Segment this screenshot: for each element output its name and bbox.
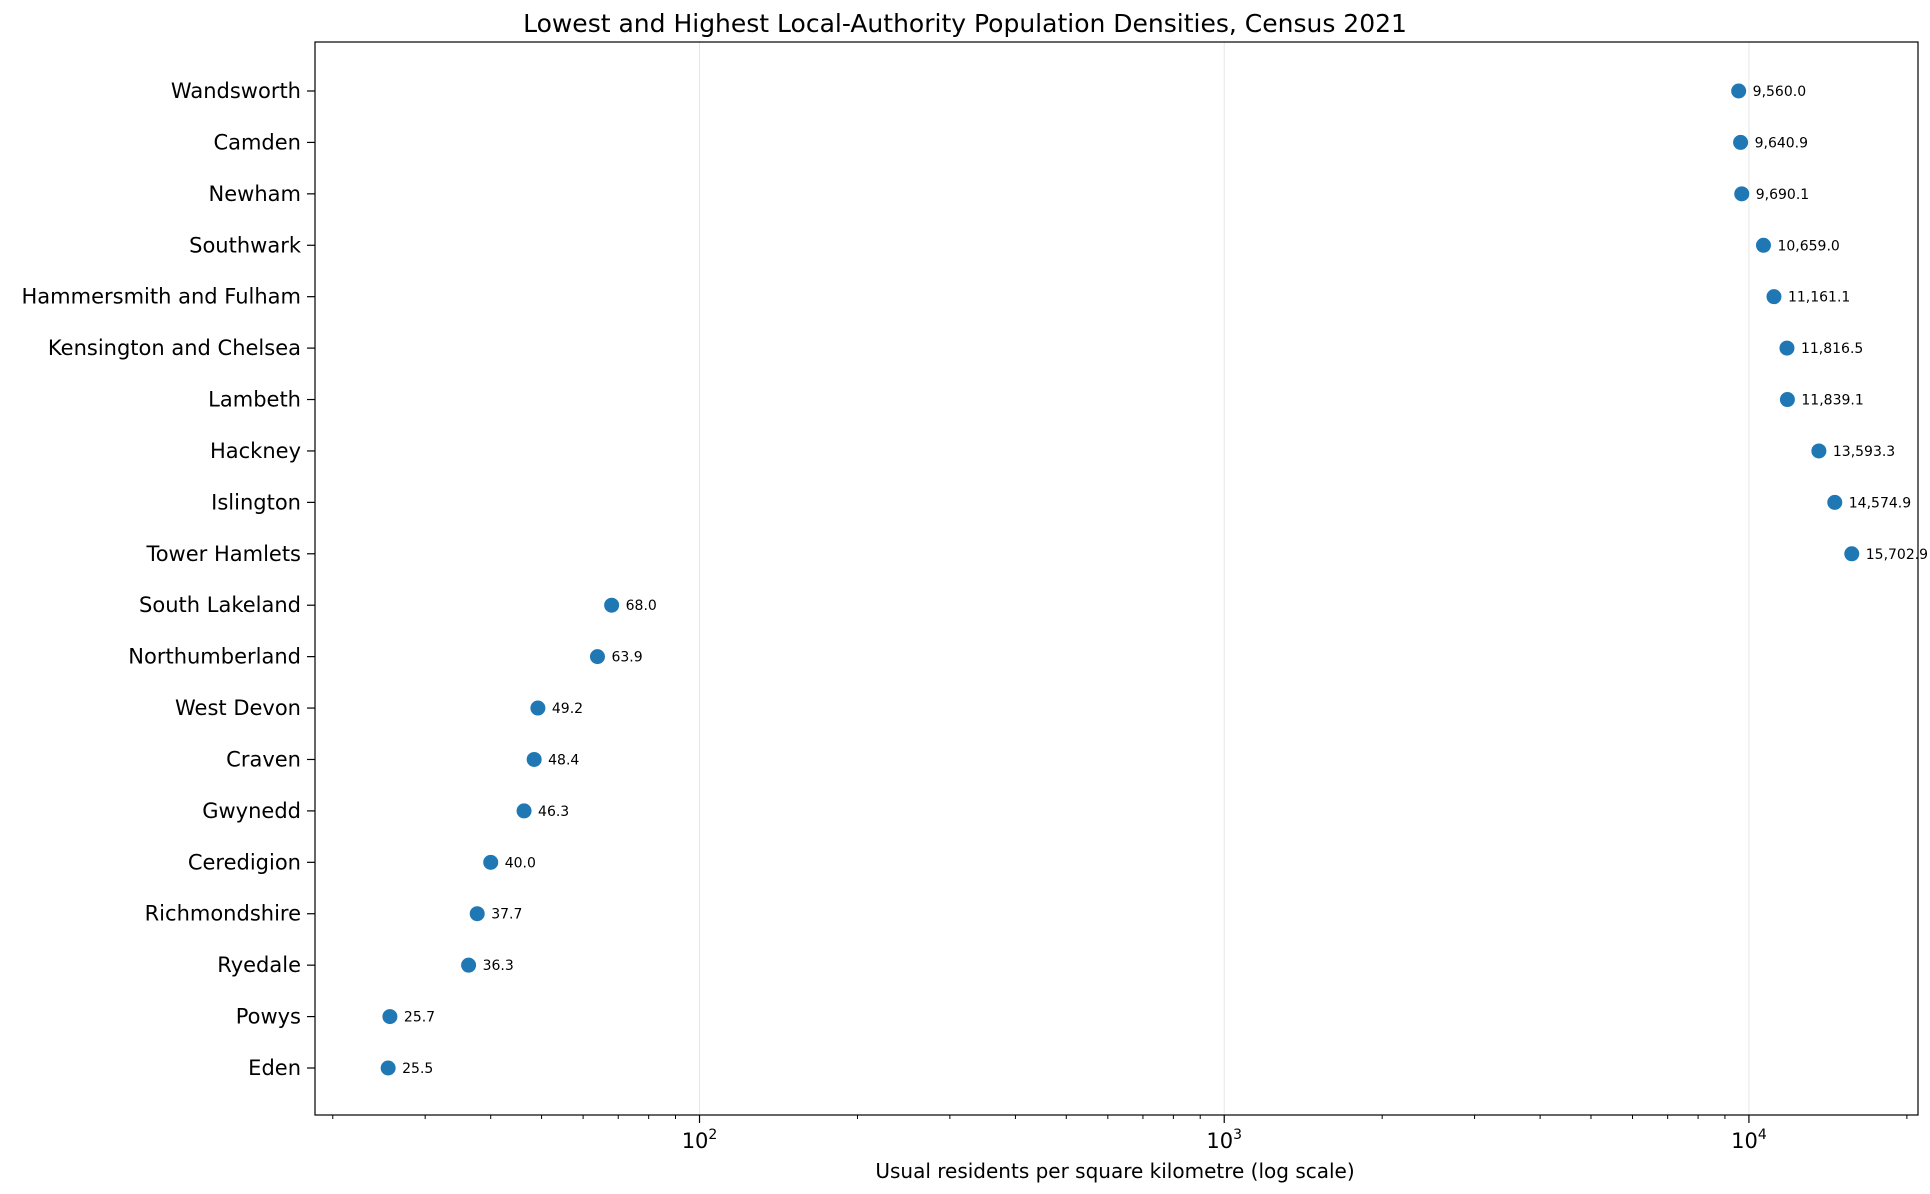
grid-lines (699, 42, 1750, 1115)
data-point (483, 854, 499, 870)
data-value-label: 11,161.1 (1788, 290, 1850, 306)
data-point (589, 649, 605, 665)
data-value-label: 36.3 (483, 958, 514, 974)
data-point (1755, 237, 1771, 253)
y-axis-ticks: Wandsworth Camden Newham Southwark Hammersmi… (22, 79, 315, 1080)
data-value-label: 48.4 (548, 752, 579, 768)
data-value-label: 9,560.0 (1753, 84, 1806, 100)
data-value-label: 14,574.9 (1849, 495, 1911, 511)
data-value-label: 10,659.0 (1777, 238, 1839, 254)
data-value-label: 9,640.9 (1755, 135, 1808, 151)
data-value-label: 11,816.5 (1801, 341, 1863, 357)
data-point (461, 957, 477, 973)
y-category-label: Tower Hamlets (145, 542, 301, 566)
data-point (1731, 83, 1747, 99)
y-category-label: Northumberland (128, 645, 301, 669)
data-value-label: 15,702.9 (1866, 547, 1928, 563)
data-value-label: 25.7 (404, 1010, 435, 1026)
y-category-label: Eden (248, 1056, 301, 1080)
data-point (382, 1009, 398, 1025)
y-category-label: South Lakeland (139, 593, 301, 617)
y-category-label: Lambeth (208, 388, 301, 412)
chart-title: Lowest and Highest Local-Authority Popul… (523, 9, 1407, 38)
y-category-label: Southwark (189, 233, 302, 257)
y-category-label: West Devon (175, 696, 301, 720)
y-category-label: Wandsworth (171, 79, 301, 103)
data-point (526, 751, 542, 767)
x-tick-label: 103 (1206, 1127, 1242, 1153)
y-category-label: Camden (213, 130, 301, 154)
data-value-label: 68.0 (626, 598, 657, 614)
data-point (604, 597, 620, 613)
data-point (516, 803, 532, 819)
data-value-label: 63.9 (611, 650, 642, 666)
y-category-label: Kensington and Chelsea (48, 336, 301, 360)
data-value-label: 49.2 (552, 701, 583, 717)
y-category-label: Newham (209, 182, 301, 206)
data-point (469, 906, 485, 922)
data-point (1827, 494, 1843, 510)
data-value-label: 46.3 (538, 804, 569, 820)
y-category-label: Craven (226, 747, 301, 771)
x-tick-label: 104 (1731, 1127, 1767, 1153)
data-value-label: 13,593.3 (1833, 444, 1895, 460)
y-category-label: Hammersmith and Fulham (22, 285, 301, 309)
data-value-label: 9,690.1 (1756, 187, 1809, 203)
x-axis-ticks: 102 103 104 (682, 1115, 1767, 1153)
x-tick-label: 102 (682, 1127, 718, 1153)
data-value-label: 11,839.1 (1801, 393, 1863, 409)
plot-frame (314, 41, 1919, 1116)
y-category-label: Islington (211, 490, 301, 514)
y-category-label: Ryedale (217, 953, 301, 977)
y-category-label: Richmondshire (145, 902, 301, 926)
data-point (1844, 546, 1860, 562)
data-point (530, 700, 546, 716)
data-point (1779, 340, 1795, 356)
data-point (1779, 392, 1795, 408)
y-category-label: Gwynedd (202, 799, 301, 823)
data-points: 9,560.0 9,640.9 9,690.1 10,659.0 11,161.1 11,… (380, 83, 1928, 1077)
data-value-label: 40.0 (505, 855, 536, 871)
data-value-label: 37.7 (491, 907, 522, 923)
y-category-label: Hackney (210, 439, 301, 463)
data-point (1766, 289, 1782, 305)
y-category-label: Ceredigion (188, 850, 301, 874)
data-point (380, 1060, 396, 1076)
data-point (1811, 443, 1827, 459)
minor-ticks (332, 1115, 1908, 1119)
data-point (1733, 134, 1749, 150)
x-axis-label: Usual residents per square kilometre (lo… (875, 1159, 1354, 1183)
data-value-label: 25.5 (402, 1061, 433, 1077)
data-point (1734, 186, 1750, 202)
y-category-label: Powys (236, 1005, 301, 1029)
